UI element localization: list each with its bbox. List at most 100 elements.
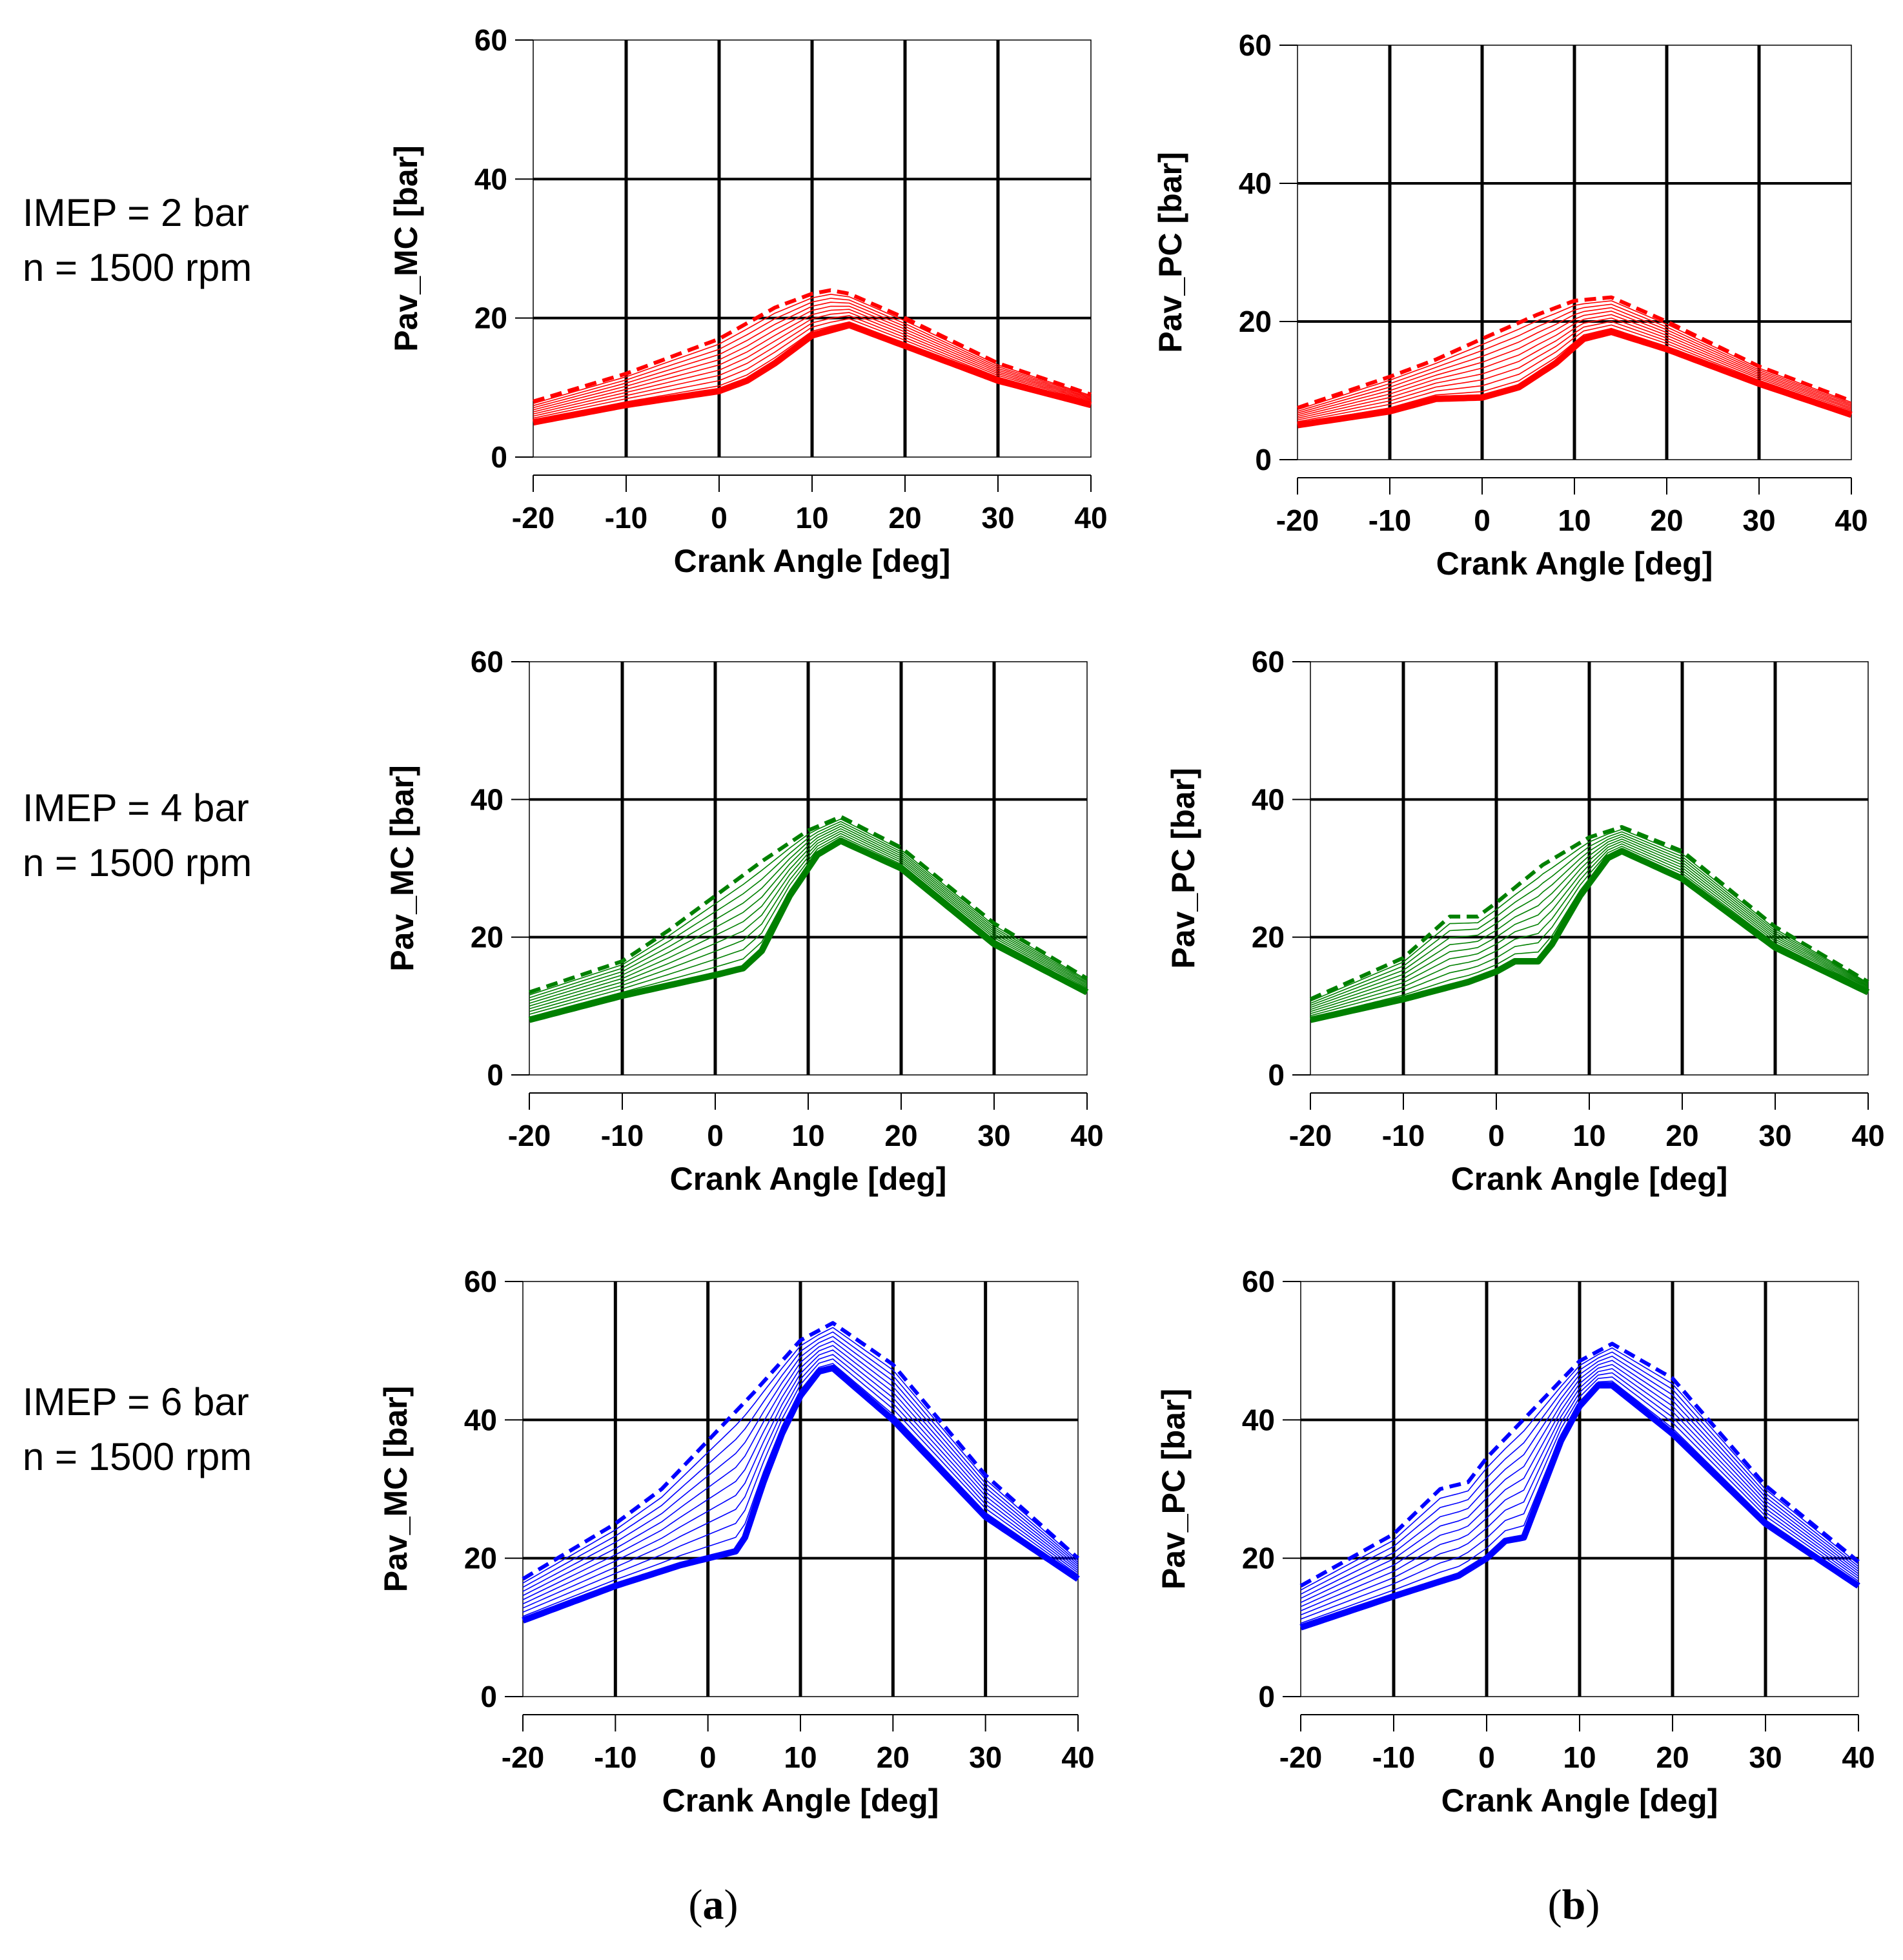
x-tick-label: 20 [1656,1741,1689,1774]
y-tick-label: 40 [474,162,507,196]
y-tick-label: 40 [471,782,504,816]
y-tick-label: 60 [1239,28,1272,62]
series-line-cycle-1 [522,1363,1079,1617]
y-tick-label: 20 [464,1542,497,1575]
row-label-imep2-line1: IMEP = 2 bar [23,191,249,234]
series-line-cycle-6 [529,826,1088,1004]
series-line-cycle-5 [1300,1363,1859,1608]
x-tick-label: 30 [1758,1119,1791,1152]
series-line-cycle-3 [522,1354,1079,1609]
x-tick-label: 10 [1572,1119,1605,1152]
y-tick-label: 0 [1268,1058,1285,1092]
y-axis-title: Pav_PC [bar] [1165,768,1201,968]
x-tick-label: 10 [1558,504,1591,537]
series-line-cycle-6 [522,1340,1079,1597]
x-axis-title: Crank Angle [deg] [1436,546,1713,582]
series-line-cycle-6 [1300,1360,1859,1604]
series-line-cycle-1 [533,321,1092,421]
series-line-cycle-3 [1297,321,1852,421]
chart-panel-a2: 0 20 40 60 -20 -10 0 10 20 30 40 Crank Angle [deg] P… [384,645,1104,1197]
x-tick-label: 40 [1842,1741,1875,1774]
x-axis-title: Crank Angle [deg] [1441,1782,1718,1819]
series-line-cycle-8 [529,821,1088,999]
row-label-imep4-line2: n = 1500 rpm [23,841,252,884]
x-tick-label: -20 [1289,1119,1332,1152]
x-tick-label: 10 [784,1741,817,1774]
y-axis-title: Pav_MC [bar] [378,1386,414,1593]
x-tick-label: 0 [711,501,728,535]
series-line-cycle-3 [529,833,1088,1012]
y-tick-label: 20 [1242,1542,1275,1575]
x-tick-label: -10 [605,501,647,535]
series-line-cycle-4 [1300,1368,1859,1611]
series-line-cycle-7 [522,1336,1079,1592]
series-line-upper-bound [1297,295,1853,410]
y-tick-label: 0 [491,440,507,474]
chart-panel-a1: 0 20 40 60 -20 -10 0 10 20 30 40 Crank Angle [deg] P… [388,23,1108,579]
series-line-cycle-8 [533,298,1092,407]
series-line-upper-bound [529,815,1088,994]
y-tick-label: 60 [464,1265,497,1298]
y-axis-title: Pav_PC [bar] [1152,152,1188,352]
x-tick-label: -10 [1382,1119,1425,1152]
series-line-upper-bound [1309,825,1869,1001]
x-tick-label: 40 [1061,1741,1094,1774]
x-tick-label: -20 [502,1741,544,1774]
x-tick-label: 10 [791,1119,824,1152]
y-tick-label: 0 [1255,443,1272,476]
y-axis-title: Pav_PC [bar] [1155,1389,1192,1589]
series-line-cycle-8 [1297,303,1852,412]
y-tick-label: 60 [471,645,504,679]
chart-panel-a3: 0 20 40 60 -20 -10 0 10 20 30 40 Crank Angle [deg] P… [378,1265,1095,1819]
row-label-imep4: IMEP = 4 bar n = 1500 rpm [23,786,252,884]
series-line-cycle-1 [1297,327,1852,424]
x-tick-label: 40 [1070,1119,1103,1152]
series-line-cycle-5 [1297,314,1852,417]
series-line-cycle-1 [1310,848,1869,1019]
row-label-imep2: IMEP = 2 bar n = 1500 rpm [23,191,252,289]
x-tick-label: 10 [795,501,828,535]
series-line-cycle-2 [1310,846,1869,1017]
series-line-upper-bound [522,1321,1080,1581]
series-line-cycle-9 [522,1327,1079,1584]
x-tick-label: 40 [1074,501,1107,535]
y-tick-label: 20 [471,921,504,954]
series-line-cycle-2 [1300,1376,1859,1620]
series-line-lower-bound [522,1365,1080,1624]
y-tick-label: 0 [480,1680,497,1713]
x-axis-title: Crank Angle [deg] [1451,1161,1728,1197]
y-tick-label: 60 [1242,1265,1275,1298]
series-line-lower-bound [1299,1382,1860,1631]
series-line-cycle-1 [529,837,1088,1018]
series-line-cycle-4 [1310,841,1869,1012]
chart-panel-b3: 0 20 40 60 -20 -10 0 10 20 30 40 Crank Angle [deg] P… [1155,1265,1875,1819]
series-line-upper-bound [533,288,1092,403]
series-line-cycle-4 [529,830,1088,1010]
y-tick-label: 20 [1239,305,1272,338]
x-tick-label: 30 [981,501,1014,535]
x-tick-label: 0 [1478,1741,1495,1774]
series-line-cycle-7 [1300,1355,1859,1599]
row-label-imep6-line1: IMEP = 6 bar [23,1380,249,1424]
series-line-lower-bound [1297,329,1853,429]
x-tick-label: 20 [1665,1119,1698,1152]
x-tick-label: 30 [1749,1741,1782,1774]
series-line-cycle-4 [533,312,1092,414]
series-line-cycle-5 [1310,838,1869,1010]
y-tick-label: 60 [1252,645,1285,679]
x-tick-label: 20 [884,1119,917,1152]
x-tick-label: 0 [707,1119,724,1152]
y-tick-label: 20 [474,301,507,335]
column-label-a: (a) [689,1881,738,1928]
series-line-cycle-2 [522,1358,1079,1613]
series-line-cycle-6 [533,305,1092,411]
row-label-imep4-line1: IMEP = 4 bar [23,786,249,830]
y-tick-label: 40 [1242,1403,1275,1436]
series-line-cycle-8 [522,1331,1079,1588]
x-tick-label: -10 [1369,504,1411,537]
series-line-lower-bound [1309,848,1870,1023]
x-tick-label: 40 [1851,1119,1884,1152]
series-line-lower-bound [528,837,1089,1023]
x-axis-title: Crank Angle [deg] [674,543,951,579]
y-tick-label: 20 [1252,921,1285,954]
